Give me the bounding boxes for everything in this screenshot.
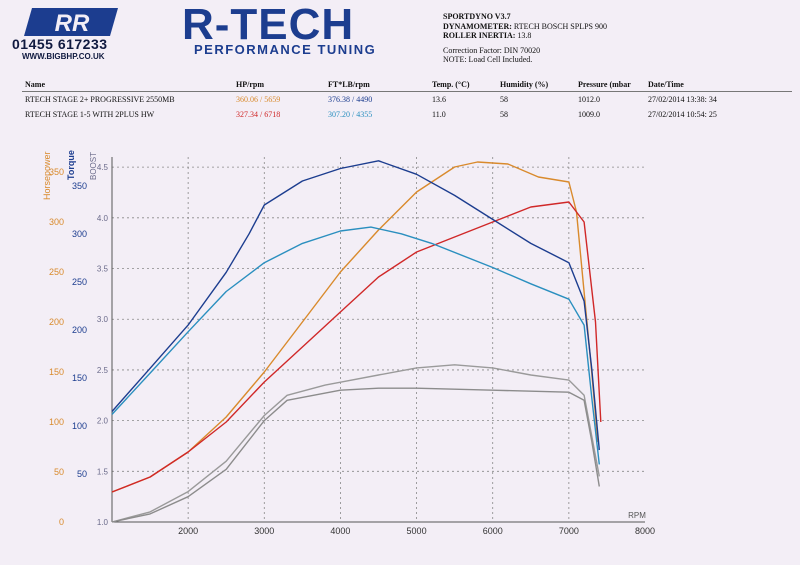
roller-inertia-label: ROLLER INERTIA: (443, 31, 516, 40)
run-torque: 376.38 / 4490 (328, 95, 373, 104)
run-pressure: 1012.0 (578, 95, 600, 104)
hp-tick-label: 200 (49, 317, 64, 327)
run-hp: 360.06 / 5659 (236, 95, 281, 104)
boost-axis-label: BOOST (89, 152, 98, 180)
run-humidity: 58 (500, 95, 508, 104)
col-hp: HP/rpm (233, 78, 325, 92)
brand-tagline: PERFORMANCE TUNING (194, 42, 377, 57)
logo-text: RR (55, 10, 90, 37)
x-tick-label: 8000 (635, 526, 655, 536)
x-tick-label: 6000 (483, 526, 503, 536)
hp-axis-label: Horsepower (42, 151, 52, 200)
roller-inertia-value: 13.8 (517, 31, 532, 40)
run-name: RTECH STAGE 2+ PROGRESSIVE 2550MB (25, 95, 175, 104)
torque-tick-label: 300 (72, 229, 87, 239)
hp-tick-label: 250 (49, 267, 64, 277)
dynamometer-value: RTECH BOSCH SPLPS 900 (513, 21, 607, 31)
torque-tick-label: 100 (72, 421, 87, 431)
series-line-hp-run1 (111, 161, 599, 493)
correction-factor: Correction Factor: DIN 70020 (443, 45, 541, 55)
torque-tick-label: 200 (72, 325, 87, 335)
col-humidity: Humidity (%) (497, 78, 575, 92)
runs-table: Name HP/rpm FT*LB/rpm Temp. (°C) Humidit… (22, 78, 792, 122)
series-line-torque-run1 (111, 160, 600, 451)
hp-tick-label: 150 (49, 367, 64, 377)
x-axis-label: RPM (628, 511, 646, 520)
x-tick-label: 3000 (254, 526, 274, 536)
software-version: SPORTDYNO V3.7 (443, 12, 511, 21)
series-line-hp-run2 (111, 201, 602, 493)
roller-line: ROLLER INERTIA: 13.8 (443, 31, 607, 41)
col-pressure: Pressure (mbar (575, 78, 645, 92)
run-temp: 11.0 (432, 110, 446, 119)
torque-tick-label: 250 (72, 277, 87, 287)
note-text: NOTE: Load Cell Included. (443, 55, 533, 64)
table-row[interactable]: RTECH STAGE 2+ PROGRESSIVE 2550MB 360.06… (22, 92, 792, 108)
hp-tick-label: 0 (59, 517, 64, 527)
series-line-boost-run1 (111, 364, 600, 523)
run-datetime: 27/02/2014 13:38: 34 (648, 95, 717, 104)
torque-axis-label: Torque (66, 150, 76, 180)
series-line-boost-run2 (111, 387, 600, 523)
website-link[interactable]: WWW.BIGBHP.CO.UK (22, 52, 105, 61)
torque-tick-label: 350 (72, 181, 87, 191)
x-tick-label: 4000 (330, 526, 350, 536)
x-tick-label: 5000 (407, 526, 427, 536)
dynamometer-label: DYNAMOMETER: (443, 21, 512, 31)
boost-tick-label: 4.5 (97, 163, 109, 172)
torque-tick-label: 50 (77, 469, 87, 479)
dyno-info: SPORTDYNO V3.7 DYNAMOMETER: RTECH BOSCH … (443, 12, 607, 65)
hp-tick-label: 350 (49, 167, 64, 177)
boost-tick-label: 1.5 (97, 467, 109, 476)
hp-tick-label: 300 (49, 217, 64, 227)
boost-tick-label: 2.5 (97, 366, 109, 375)
torque-tick-label: 150 (72, 373, 87, 383)
col-name: Name (22, 78, 233, 92)
run-name: RTECH STAGE 1-5 WITH 2PLUS HW (25, 110, 155, 119)
table-row[interactable]: RTECH STAGE 1-5 WITH 2PLUS HW 327.34 / 6… (22, 107, 792, 122)
boost-tick-label: 2.0 (97, 417, 109, 426)
run-temp: 13.6 (432, 95, 446, 104)
boost-tick-label: 3.5 (97, 265, 109, 274)
col-torque: FT*LB/rpm (325, 78, 429, 92)
col-temp: Temp. (°C) (429, 78, 497, 92)
run-datetime: 27/02/2014 10:54: 25 (648, 110, 717, 119)
dynamometer-line: DYNAMOMETER: RTECH BOSCH SPLPS 900 (443, 22, 607, 32)
rr-logo: RR (24, 8, 118, 37)
boost-tick-label: 1.0 (97, 518, 109, 527)
series-line-torque-run2 (111, 226, 600, 465)
phone-number: 01455 617233 (12, 36, 108, 52)
table-header-row: Name HP/rpm FT*LB/rpm Temp. (°C) Humidit… (22, 78, 792, 92)
run-torque: 307.20 / 4355 (328, 110, 373, 119)
hp-tick-label: 50 (54, 467, 64, 477)
run-pressure: 1009.0 (578, 110, 600, 119)
hp-tick-label: 100 (49, 417, 64, 427)
boost-tick-label: 4.0 (97, 214, 109, 223)
dyno-chart: 2000 3000 4000 5000 6000 7000 8000 RPM 0 50 100 150… (42, 150, 655, 536)
col-datetime: Date/Time (645, 78, 792, 92)
run-humidity: 58 (500, 110, 508, 119)
brand-title: R-TECH (182, 0, 355, 49)
x-tick-label: 2000 (178, 526, 198, 536)
run-hp: 327.34 / 6718 (236, 110, 281, 119)
x-tick-label: 7000 (559, 526, 579, 536)
boost-tick-label: 3.0 (97, 315, 109, 324)
